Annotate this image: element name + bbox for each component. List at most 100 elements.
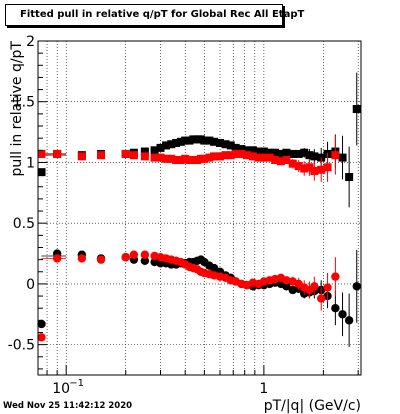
data-point [167,140,176,149]
data-point [352,282,361,291]
data-point [265,153,274,162]
y-tick-label: 0.5 [13,216,35,232]
data-point [181,154,190,163]
data-point [317,165,326,174]
y-tick-label: 0 [26,277,35,293]
data-point [181,136,190,145]
data-point [288,159,297,168]
x-tick-label-exponent: −1 [69,378,84,389]
data-point [140,152,149,161]
data-point [310,282,319,291]
data-point [300,164,309,173]
data-point [231,149,240,158]
data-point [317,294,326,303]
y-tick-label: 2 [26,34,35,50]
data-point [237,145,246,154]
data-point [129,250,139,259]
data-point [305,163,314,172]
data-point [172,156,181,165]
data-point [352,105,361,114]
data-point [162,154,171,163]
x-tick-label: 1 [259,381,268,397]
data-point [276,149,285,158]
axis-ticks [38,40,359,375]
chart-title: Fitted pull in relative q/pT for Global … [20,9,305,20]
data-point [226,151,235,160]
data-point [221,151,230,160]
data-point [37,319,46,329]
chart-title-box: Fitted pull in relative q/pT for Global … [5,4,304,26]
data-point [276,157,285,166]
data-point [310,152,319,161]
data-point [156,153,165,162]
data-point [242,151,251,160]
data-point [294,162,303,171]
data-point [221,140,230,149]
data-point [271,156,280,165]
y-axis-label: pull in relative q/pT [9,41,25,177]
data-point [323,163,332,172]
timestamp: Wed Nov 25 11:42:12 2020 [3,401,133,411]
data-point [53,149,62,158]
tick-labels: -0.5 0 0.5 1 1.5 2 10 −1 1 [8,34,269,397]
data-point [150,146,159,155]
data-points [37,72,361,348]
data-point [162,141,171,150]
x-axis-label: pT/|q| (GeV/c) [264,398,361,414]
data-point [331,272,340,281]
data-point [167,154,176,163]
data-point [176,137,185,146]
data-point [294,149,303,158]
data-point [121,252,130,262]
data-point [200,136,209,145]
data-point [129,151,138,160]
data-point [176,156,185,165]
data-point [77,254,87,263]
data-point [345,173,354,182]
data-point [282,276,291,285]
data-point [237,149,246,158]
data-point [248,146,257,155]
series-0 [37,72,361,208]
data-point [254,147,263,156]
data-point [331,304,340,313]
data-point [156,143,165,152]
data-point [200,154,209,163]
data-point [282,148,291,157]
data-point [282,282,291,291]
data-point [300,148,309,157]
data-point [205,136,214,145]
data-point [305,151,314,160]
series-2 [37,249,361,348]
data-point [242,146,251,155]
data-point [172,139,181,148]
data-point [310,166,319,175]
data-point [226,141,235,150]
data-point [344,316,354,325]
data-point [338,310,347,319]
data-point [37,168,46,177]
data-point [140,250,150,259]
data-point [331,151,340,160]
data-point [259,153,268,162]
data-point [271,148,280,157]
data-point [216,139,225,148]
data-point [216,152,225,161]
data-point [210,152,219,161]
series-3 [37,250,340,342]
data-point [205,153,214,162]
data-point [259,147,268,156]
y-tick-label: 1.5 [13,95,35,111]
x-tick-label: 10 [52,381,70,397]
plot-frame [37,40,362,376]
data-point [265,148,274,157]
data-point [254,153,263,162]
data-point [150,153,159,162]
data-point [231,143,240,152]
data-point [140,256,150,266]
y-tick-label: -0.5 [8,338,35,354]
data-point [97,151,106,160]
data-point [121,149,130,158]
series-1 [37,135,340,182]
